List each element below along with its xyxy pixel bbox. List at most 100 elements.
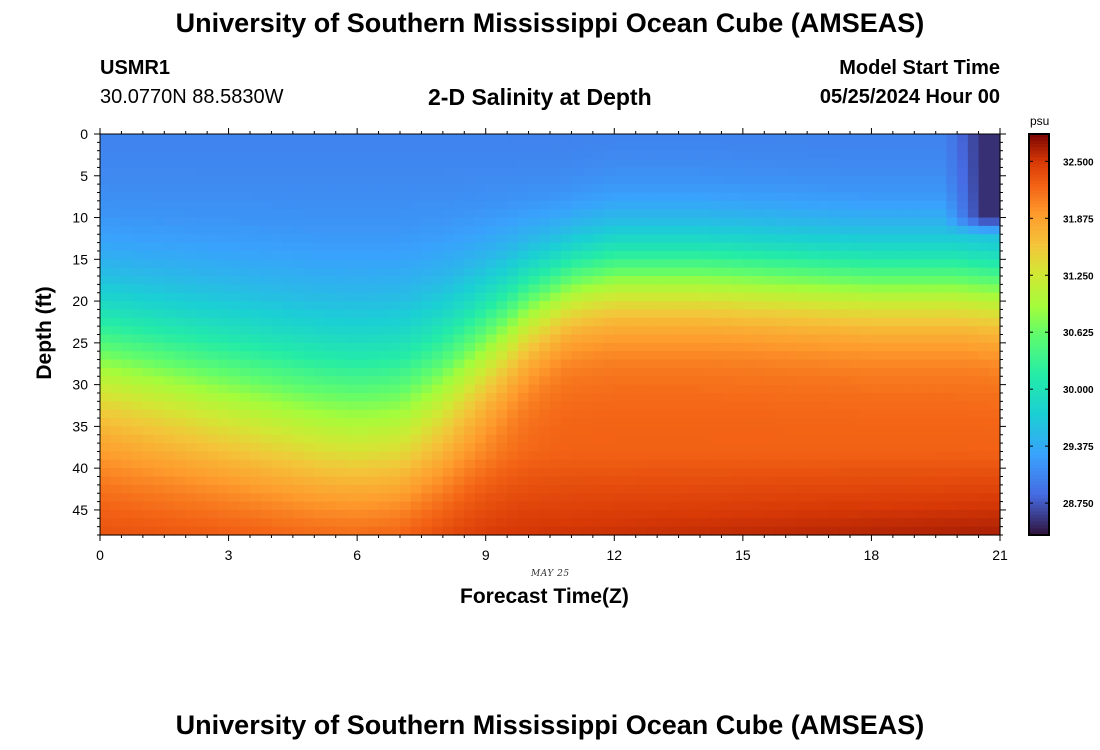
heatmap-cell <box>400 175 412 185</box>
heatmap-cell <box>164 518 176 528</box>
x-tick-label: 6 <box>353 547 361 563</box>
heatmap-cell <box>228 250 240 260</box>
heatmap-cell <box>367 292 380 302</box>
heatmap-cell <box>442 292 455 302</box>
heatmap-cell <box>453 267 465 277</box>
heatmap-cell <box>807 451 819 461</box>
heatmap-cell <box>196 459 208 469</box>
heatmap-cell <box>110 217 123 227</box>
x-axis-title: Forecast Time(Z) <box>460 585 629 608</box>
heatmap-cell <box>657 518 669 528</box>
heatmap-cell <box>700 351 712 361</box>
heatmap-cell <box>421 501 433 511</box>
heatmap-cell <box>571 401 583 411</box>
heatmap-cell <box>592 167 605 177</box>
heatmap-cell <box>271 184 283 194</box>
heatmap-cell <box>828 351 840 361</box>
heatmap-cell <box>903 159 915 169</box>
heatmap-cell <box>282 234 294 244</box>
heatmap-cell <box>325 142 337 152</box>
heatmap-cell <box>967 443 980 453</box>
heatmap-cell <box>871 259 883 269</box>
heatmap-cell <box>539 409 551 419</box>
heatmap-cell <box>292 334 305 344</box>
heatmap-cell <box>775 167 787 177</box>
heatmap-cell <box>721 384 733 394</box>
heatmap-cell <box>978 426 990 436</box>
heatmap-cell <box>250 493 262 503</box>
colorbar-segment <box>1029 438 1049 443</box>
heatmap-cell <box>453 351 465 361</box>
heatmap-cell <box>635 309 648 319</box>
heatmap-cell <box>710 317 723 327</box>
heatmap-cell <box>935 234 948 244</box>
heatmap-cell <box>571 409 583 419</box>
heatmap-cell <box>732 409 744 419</box>
heatmap-cell <box>914 359 926 369</box>
heatmap-cell <box>560 150 573 160</box>
heatmap-cell <box>700 401 712 411</box>
heatmap-cell <box>325 468 337 478</box>
heatmap-cell <box>207 459 219 469</box>
heatmap-cell <box>282 468 294 478</box>
heatmap-cell <box>239 184 251 194</box>
heatmap-cell <box>314 376 326 386</box>
heatmap-cell <box>207 384 219 394</box>
heatmap-cell <box>217 418 230 427</box>
heatmap-cell <box>796 509 808 519</box>
heatmap-cell <box>207 250 219 260</box>
heatmap-cell <box>142 459 155 469</box>
heatmap-cell <box>400 351 412 361</box>
heatmap-cell <box>946 459 958 469</box>
heatmap-cell <box>250 267 262 277</box>
heatmap-cell <box>325 367 337 377</box>
heatmap-cell <box>646 468 658 478</box>
heatmap-cell <box>989 317 1001 327</box>
heatmap-cell <box>250 192 262 202</box>
heatmap-cell <box>850 342 862 352</box>
heatmap-cell <box>914 284 926 294</box>
heatmap-cell <box>260 451 273 461</box>
heatmap-cell <box>689 309 701 319</box>
heatmap-cell <box>207 359 219 369</box>
heatmap-cell <box>432 326 444 336</box>
heatmap-cell <box>110 284 123 294</box>
heatmap-cell <box>292 468 305 478</box>
heatmap-cell <box>742 242 755 252</box>
heatmap-cell <box>689 509 701 519</box>
heatmap-cell <box>989 476 1001 486</box>
heatmap-cell <box>507 443 519 453</box>
heatmap-cell <box>871 159 883 169</box>
heatmap-cell <box>507 376 519 386</box>
heatmap-cell <box>185 217 198 227</box>
heatmap-cell <box>700 234 712 244</box>
heatmap-cell <box>507 309 519 319</box>
heatmap-cell <box>785 184 798 194</box>
heatmap-cell <box>957 334 969 344</box>
heatmap-cell <box>239 150 251 160</box>
heatmap-cell <box>732 384 744 394</box>
heatmap-cell <box>582 276 594 285</box>
heatmap-cell <box>925 292 937 302</box>
heatmap-cell <box>314 334 326 344</box>
heatmap-cell <box>689 234 701 244</box>
heatmap-cell <box>185 509 198 519</box>
heatmap-cell <box>475 142 487 152</box>
heatmap-cell <box>667 175 680 185</box>
heatmap-cell <box>667 426 680 436</box>
heatmap-cell <box>207 443 219 453</box>
heatmap-cell <box>207 476 219 486</box>
heatmap-cell <box>196 401 208 411</box>
heatmap-cell <box>785 409 798 419</box>
heatmap-cell <box>153 434 165 444</box>
heatmap-cell <box>753 292 765 302</box>
heatmap-cell <box>946 351 958 361</box>
heatmap-cell <box>914 384 926 394</box>
heatmap-cell <box>828 200 840 210</box>
heatmap-cell <box>839 242 851 252</box>
heatmap-cell <box>700 384 712 394</box>
heatmap-cell <box>989 234 1001 244</box>
heatmap-cell <box>989 392 1001 402</box>
heatmap-cell <box>517 225 530 235</box>
heatmap-cell <box>539 484 551 494</box>
